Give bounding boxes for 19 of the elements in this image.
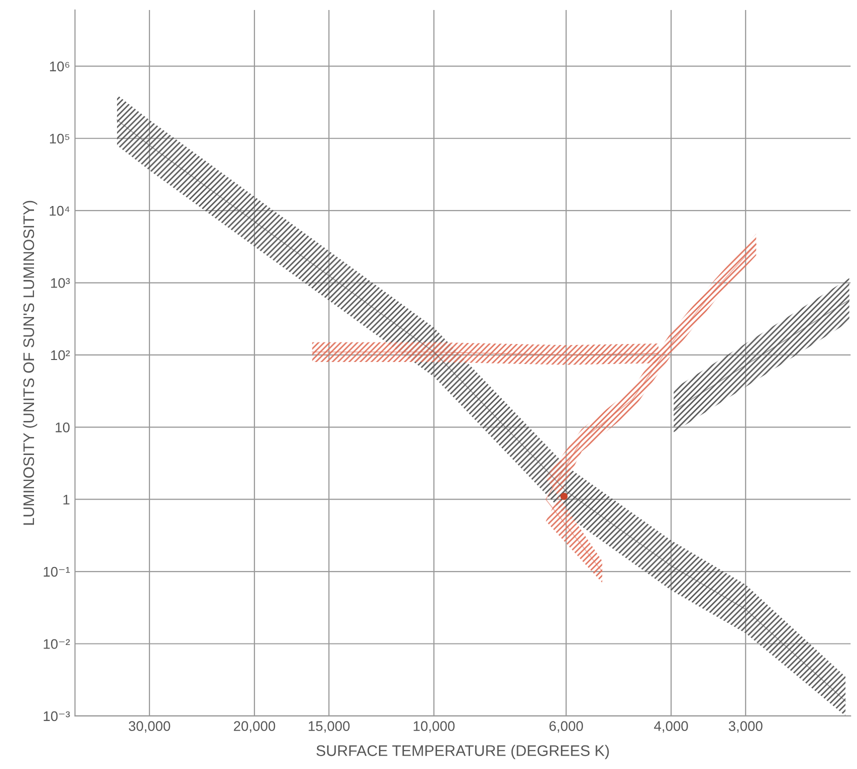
x-axis-title: SURFACE TEMPERATURE (DEGREES K) (316, 744, 609, 760)
y-tick-label: 1 (63, 494, 70, 504)
y-tick-label: 10⁻¹ (44, 566, 70, 577)
y-axis-title: LUMINOSITY (UNITS OF SUN'S LUMINOSITY) (22, 200, 38, 525)
y-tick-label: 10⁶ (50, 62, 70, 72)
y-tick-label: 10² (51, 350, 70, 360)
y-tick-label: 10⁻³ (44, 711, 70, 722)
y-tick-label: 10⁴ (50, 206, 70, 216)
x-tick-label: 4,000 (654, 721, 688, 733)
x-tick-label: 30,000 (128, 721, 170, 733)
x-tick-label: 20,000 (234, 721, 276, 733)
y-tick-label: 10 (56, 422, 70, 432)
x-tick-label: 15,000 (308, 721, 350, 733)
y-tick-label: 10³ (51, 278, 70, 288)
x-tick-label: 10,000 (414, 721, 455, 733)
y-tick-label: 10⁵ (50, 134, 70, 144)
x-tick-label: 3,000 (728, 721, 762, 733)
y-tick-label: 10⁻² (44, 639, 70, 649)
x-tick-label: 6,000 (549, 721, 583, 733)
